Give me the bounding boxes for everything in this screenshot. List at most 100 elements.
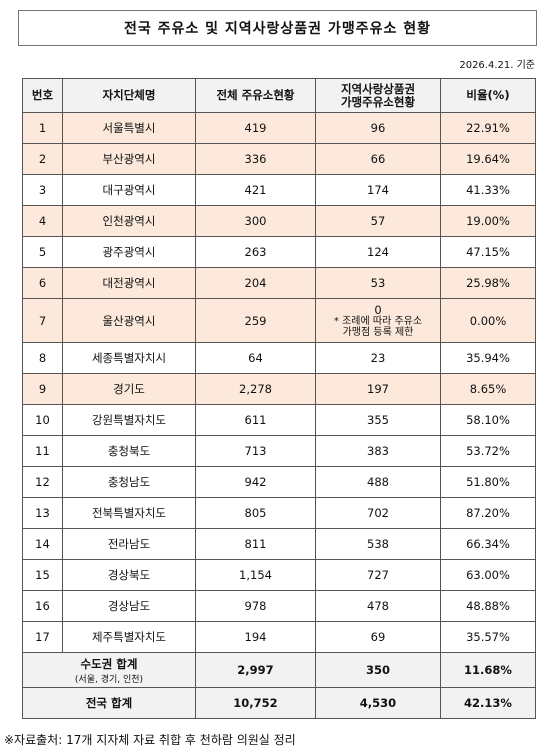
table-cell: 478 <box>315 590 441 622</box>
table-cell: 6 <box>22 267 63 299</box>
table-cell: 300 <box>195 205 316 237</box>
total-label-text: 전국 합계 <box>85 696 133 710</box>
table-cell: 10 <box>22 404 63 436</box>
table-cell: 대전광역시 <box>62 267 196 299</box>
total-cell: 4,530 <box>315 687 441 719</box>
table-row: 12 충청남도 942 488 51.80% <box>22 466 536 498</box>
table-row: 4 인천광역시 300 57 19.00% <box>22 205 536 237</box>
table-cell: 전라남도 <box>62 528 196 560</box>
table-cell: 174 <box>315 174 441 206</box>
table-cell: 경상남도 <box>62 590 196 622</box>
table-cell: 53.72% <box>440 435 536 467</box>
table-cell: 204 <box>195 267 316 299</box>
table-cell: 259 <box>195 298 316 343</box>
table-cell: 805 <box>195 497 316 529</box>
table-cell: 47.15% <box>440 236 536 268</box>
cell-line: 0 <box>374 303 382 317</box>
table-cell: 경기도 <box>62 373 196 405</box>
table-cell: 488 <box>315 466 441 498</box>
total-label: 전국 합계 <box>22 687 196 719</box>
total-cell: 350 <box>315 652 441 688</box>
date: 2026.4.21. 기준 <box>459 60 535 71</box>
total-cell: 42.13% <box>440 687 536 719</box>
header-cell: 자치단체명 <box>62 78 196 113</box>
table-cell: 2,278 <box>195 373 316 405</box>
table-cell: 96 <box>315 112 441 144</box>
table-cell: 대구광역시 <box>62 174 196 206</box>
table-cell: 19.00% <box>440 205 536 237</box>
total-label: 수도권 합계 (서울, 경기, 인천) <box>22 652 196 688</box>
header-cell: 비율(%) <box>440 78 536 113</box>
table-cell: 전북특별자치도 <box>62 497 196 529</box>
table-cell: 124 <box>315 236 441 268</box>
table-cell: 194 <box>195 621 316 653</box>
table-cell: 383 <box>315 435 441 467</box>
table-cell: 197 <box>315 373 441 405</box>
table-cell: 3 <box>22 174 63 206</box>
table-cell: 11 <box>22 435 63 467</box>
table-row: 11 충청북도 713 383 53.72% <box>22 435 536 467</box>
table-row: 6 대전광역시 204 53 25.98% <box>22 267 536 299</box>
table-cell: 1,154 <box>195 559 316 591</box>
table-row: 2 부산광역시 336 66 19.64% <box>22 143 536 175</box>
table-cell: 63.00% <box>440 559 536 591</box>
table-cell: 4 <box>22 205 63 237</box>
table-cell: 제주특별자치도 <box>62 621 196 653</box>
cell-line: 가맹주유소현황 <box>340 94 416 109</box>
table-cell: 서울특별시 <box>62 112 196 144</box>
table-row: 14 전라남도 811 538 66.34% <box>22 528 536 560</box>
table-cell: 421 <box>195 174 316 206</box>
table-body: 1 서울특별시 419 96 22.91% 2 부산광역시 336 66 19.64% 3 대구광역시… <box>22 112 536 719</box>
table-row: 13 전북특별자치도 805 702 87.20% <box>22 497 536 529</box>
total-sublabel: (서울, 경기, 인천) <box>74 674 144 685</box>
table-cell: 419 <box>195 112 316 144</box>
table-cell: 66 <box>315 143 441 175</box>
cell-line: 지역사랑상품권 <box>340 81 416 96</box>
total-cell: 10,752 <box>195 687 316 719</box>
table-cell: 811 <box>195 528 316 560</box>
table-row: 5 광주광역시 263 124 47.15% <box>22 236 536 268</box>
header-cell: 전체 주유소현황 <box>195 78 316 113</box>
total-label-text: 수도권 합계 <box>80 656 138 671</box>
table-row: 15 경상북도 1,154 727 63.00% <box>22 559 536 591</box>
table-cell: 17 <box>22 621 63 653</box>
table-cell: 35.57% <box>440 621 536 653</box>
table-cell: 41.33% <box>440 174 536 206</box>
table-cell: 51.80% <box>440 466 536 498</box>
table-row: 3 대구광역시 421 174 41.33% <box>22 174 536 206</box>
table-cell: 23 <box>315 342 441 374</box>
table-cell: 5 <box>22 236 63 268</box>
table-cell: 263 <box>195 236 316 268</box>
table-cell: 9 <box>22 373 63 405</box>
table-cell: 727 <box>315 559 441 591</box>
table-cell: 69 <box>315 621 441 653</box>
table-cell: 2 <box>22 143 63 175</box>
table-cell: 13 <box>22 497 63 529</box>
table-cell: 22.91% <box>440 112 536 144</box>
cell-line: * 조례에 따라 주유소 <box>333 316 423 327</box>
table-cell: 강원특별자치도 <box>62 404 196 436</box>
table-cell: 12 <box>22 466 63 498</box>
table-row: 16 경상남도 978 478 48.88% <box>22 590 536 622</box>
total-row: 전국 합계 10,752 4,530 42.13% <box>22 687 536 719</box>
table-cell: 인천광역시 <box>62 205 196 237</box>
table-cell: 355 <box>315 404 441 436</box>
table-row: 9 경기도 2,278 197 8.65% <box>22 373 536 405</box>
table-cell: 87.20% <box>440 497 536 529</box>
total-row: 수도권 합계 (서울, 경기, 인천) 2,997 350 11.68% <box>22 652 536 688</box>
table-row: 1 서울특별시 419 96 22.91% <box>22 112 536 144</box>
table-cell: 35.94% <box>440 342 536 374</box>
table-cell: 충청남도 <box>62 466 196 498</box>
total-cell: 11.68% <box>440 652 536 688</box>
table-cell: 1 <box>22 112 63 144</box>
table-cell: 부산광역시 <box>62 143 196 175</box>
header-cell: 번호 <box>22 78 63 113</box>
table-cell: 광주광역시 <box>62 236 196 268</box>
table-row: 17 제주특별자치도 194 69 35.57% <box>22 621 536 653</box>
table-cell: 53 <box>315 267 441 299</box>
table-cell: 25.98% <box>440 267 536 299</box>
table-cell: 0 * 조례에 따라 주유소 가맹점 등록 제한 <box>315 298 441 343</box>
table-cell: 713 <box>195 435 316 467</box>
table-cell: 611 <box>195 404 316 436</box>
